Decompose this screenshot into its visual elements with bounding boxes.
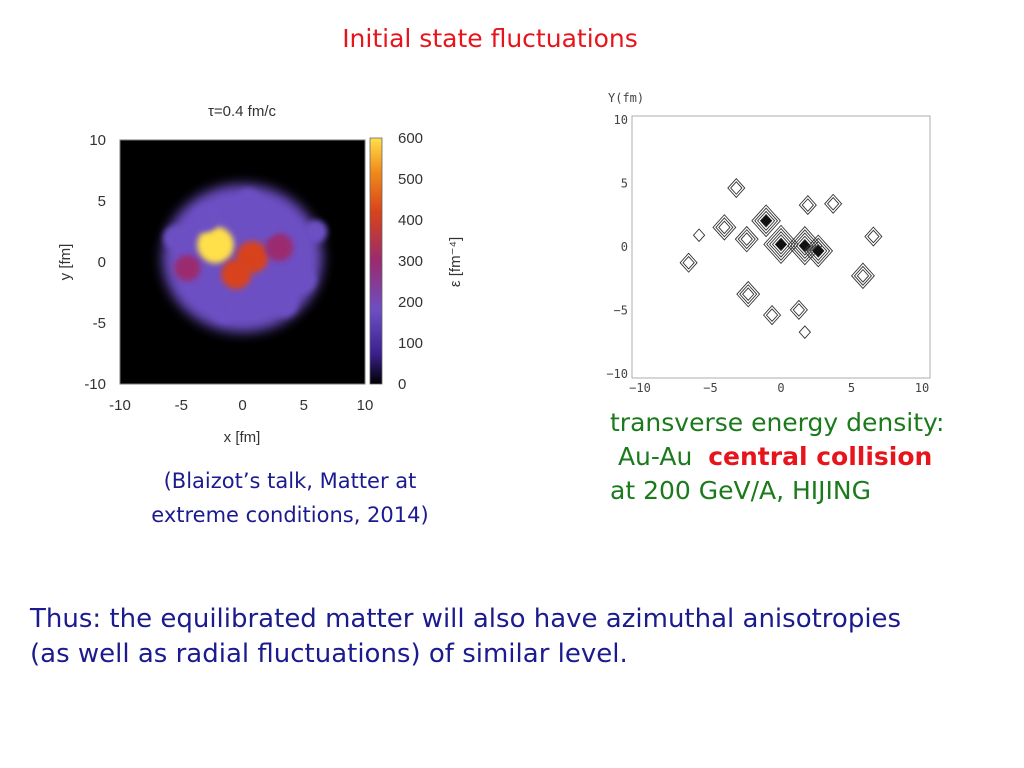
contour-peak (798, 325, 812, 340)
heatmap-title: τ=0.4 fm/c (208, 103, 277, 120)
description-line-3: at 200 GeV/A, HIJING (610, 476, 871, 505)
contour-x-tick: 0 (777, 381, 784, 395)
contour-x-tick: −10 (629, 381, 651, 395)
heatmap-hotspot (291, 267, 317, 293)
colorbar-tick: 100 (398, 335, 423, 352)
heatmap-x-tick: -10 (109, 397, 131, 414)
contour-peak (712, 214, 737, 241)
contour-ylabel: Y(fm) (608, 91, 644, 105)
contour-peak (679, 252, 698, 273)
heatmap-y-tick: 0 (98, 254, 106, 271)
heatmap-x-tick: 0 (238, 397, 246, 414)
contour-peak (864, 226, 883, 247)
heatmap-hotspot (236, 189, 261, 213)
heatmap-hotspot (265, 233, 294, 262)
contour-x-tick: 10 (915, 381, 929, 395)
heatmap-xlabel: x [fm] (224, 429, 261, 446)
contour-figure: Y(fm) −10 −5 0 5 10 10 5 0 −5 −10 (606, 91, 931, 395)
contour-y-tick: −5 (614, 304, 628, 318)
heatmap-hotspot (221, 259, 252, 290)
contour-y-tick: 5 (621, 177, 628, 191)
figure-caption: (Blaizot’s talk, Matter at extreme condi… (100, 464, 480, 532)
heatmap-hotspot (254, 210, 280, 236)
colorbar-tick: 0 (398, 376, 406, 393)
contour-peak (824, 193, 843, 214)
figure-description: transverse energy density: Au-Au central… (610, 406, 944, 508)
contour-y-tick: 0 (621, 240, 628, 254)
contour-x-tick: 5 (848, 381, 855, 395)
caption-line-1: (Blaizot’s talk, Matter at (163, 469, 417, 493)
heatmap-figure: τ=0.4 fm/c -10 -5 0 5 10 10 5 0 -5 -10 x [fm] y … (57, 103, 464, 446)
contour-peak (692, 228, 706, 243)
conclusion-line-1: Thus: the equilibrated matter will also … (30, 604, 902, 634)
description-collision-type: Au-Au (610, 442, 709, 471)
heatmap-colorbar-label: ε [fm⁻⁴] (447, 237, 464, 287)
heatmap-y-tick: 5 (98, 193, 106, 210)
contour-peak (851, 262, 875, 290)
contour-peak (751, 204, 781, 238)
contour-peak (798, 195, 817, 216)
heatmap-colorbar (369, 137, 383, 385)
contour-peak (803, 234, 834, 268)
slide-title: Initial state fluctuations (342, 24, 638, 53)
description-line-2: Au-Au central collision (610, 440, 944, 474)
heatmap-x-tick: 5 (300, 397, 308, 414)
heatmap-x-tick: -5 (175, 397, 188, 414)
contour-lines (679, 177, 883, 340)
heatmap-hotspot (174, 254, 201, 282)
conclusion-text: Thus: the equilibrated matter will also … (30, 602, 1010, 672)
description-line-1: transverse energy density: (610, 408, 945, 437)
contour-peak (762, 305, 782, 326)
contour-peak (763, 224, 799, 265)
heatmap-hotspot (163, 225, 187, 250)
heatmap-ylabel: y [fm] (57, 244, 74, 281)
caption-line-2: extreme conditions, 2014) (151, 503, 429, 527)
contour-peak (736, 280, 761, 308)
contour-x-tick: −5 (703, 381, 717, 395)
colorbar-tick: 600 (398, 130, 423, 147)
heatmap-hotspot (273, 292, 298, 317)
contour-peak (789, 299, 808, 320)
heatmap-hotspot (304, 220, 328, 243)
contour-y-tick: 10 (614, 113, 628, 127)
colorbar-tick: 300 (398, 253, 423, 270)
contour-y-tick: −10 (606, 367, 628, 381)
heatmap-intensity-field (162, 184, 328, 333)
heatmap-x-tick: 10 (357, 397, 374, 414)
heatmap-frame (119, 139, 366, 385)
conclusion-line-2: (as well as radial fluctuations) of simi… (30, 639, 628, 669)
description-highlight: central collision (708, 442, 933, 471)
heatmap-hotspot (197, 226, 234, 264)
heatmap-y-tick: -5 (93, 315, 106, 332)
heatmap-y-tick: -10 (84, 376, 106, 393)
heatmap-y-tick: 10 (89, 132, 106, 149)
colorbar-tick: 200 (398, 294, 423, 311)
colorbar-tick: 400 (398, 212, 423, 229)
heatmap-hotspot (211, 298, 237, 323)
contour-peak (734, 225, 759, 253)
heatmap-hotspot (192, 206, 219, 233)
colorbar-tick: 500 (398, 171, 423, 188)
contour-peak (727, 177, 746, 199)
